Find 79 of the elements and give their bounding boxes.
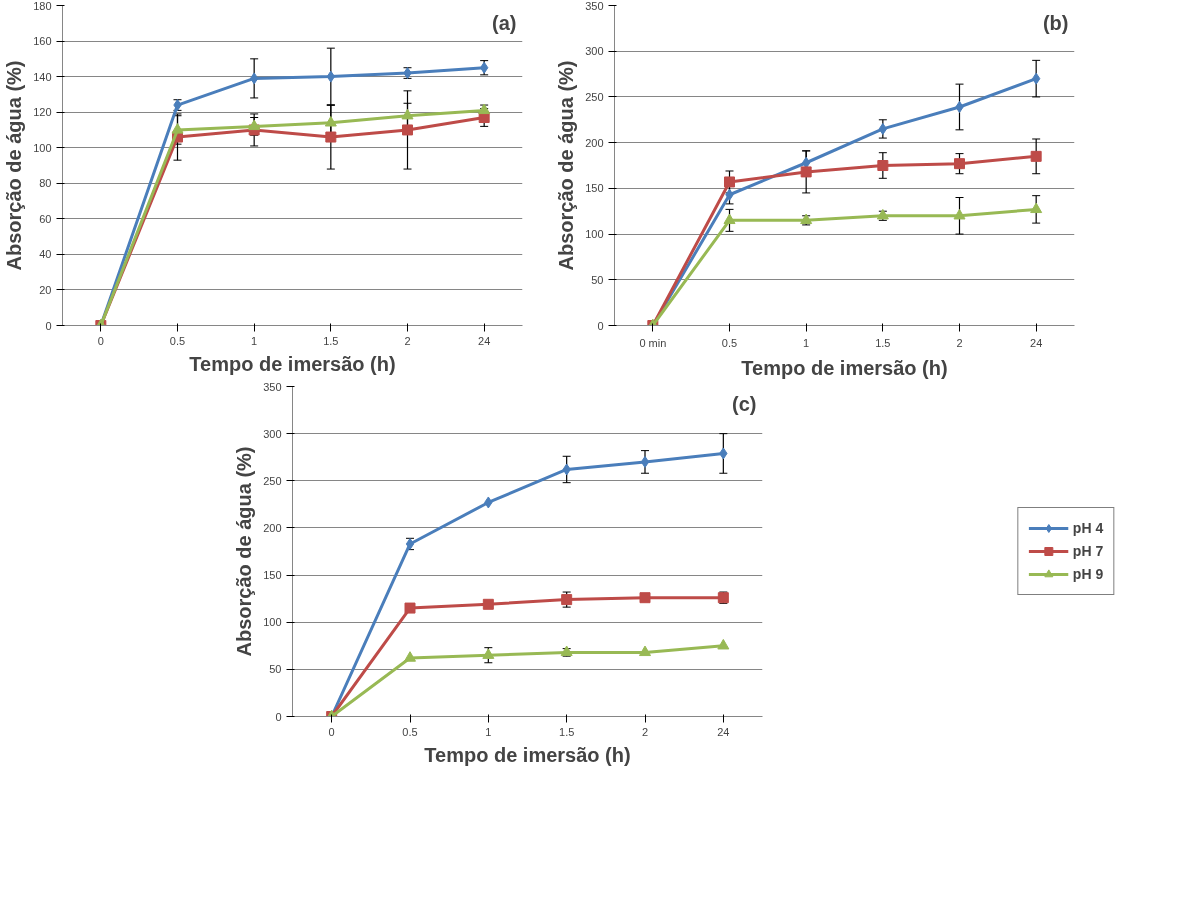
point	[404, 651, 416, 662]
y-axis-title: Absorção de água (%)	[555, 60, 578, 271]
point	[248, 119, 261, 131]
x-axis-title: Tempo de imersão (h)	[741, 356, 948, 379]
point	[401, 108, 414, 120]
x-tick-label: 24	[478, 334, 491, 347]
y-tick-label: 0	[45, 319, 52, 332]
point	[482, 648, 495, 659]
y-tick-label: 180	[33, 0, 52, 12]
x-tick-label: 0.5	[721, 336, 738, 349]
point	[724, 176, 735, 188]
x-tick-label: 24	[717, 725, 730, 738]
y-tick-label: 250	[263, 474, 282, 487]
y-tick-label: 80	[39, 177, 52, 190]
y-tick-label: 300	[263, 427, 282, 440]
point	[877, 160, 889, 171]
y-tick-label: 50	[269, 663, 282, 676]
y-tick-label: 200	[585, 136, 604, 149]
point	[800, 166, 812, 178]
point	[478, 103, 491, 115]
y-tick-label: 100	[263, 616, 282, 629]
annotation: (a)	[492, 11, 517, 34]
point	[171, 123, 184, 134]
y-tick-label: 100	[33, 141, 52, 154]
y-tick-label: 160	[33, 35, 52, 48]
y-tick-label: 40	[39, 248, 52, 261]
point	[953, 208, 966, 220]
x-tick-label: 2	[404, 334, 411, 347]
y-tick-label: 20	[39, 283, 52, 296]
y-tick-label: 100	[585, 228, 604, 241]
point	[1030, 150, 1042, 162]
y-tick-label: 150	[585, 182, 604, 195]
y-tick-label: 140	[33, 70, 52, 83]
x-axis-title: Tempo de imersão (h)	[189, 352, 396, 375]
x-tick-label: 0	[97, 334, 104, 347]
y-tick-label: 0	[597, 319, 604, 332]
point	[404, 602, 416, 614]
x-tick-label: 24	[1030, 336, 1043, 349]
x-tick-label: 1	[485, 725, 492, 738]
point	[639, 592, 651, 604]
point	[640, 455, 650, 468]
x-axis-title: Tempo de imersão (h)	[424, 743, 631, 766]
point	[954, 158, 965, 170]
x-tick-label: 0 min	[639, 336, 667, 349]
x-tick-label: 1.5	[875, 336, 891, 349]
y-tick-label: 300	[585, 45, 604, 58]
x-tick-label: 0.5	[402, 725, 418, 738]
y-tick-label: 150	[263, 569, 282, 582]
annotation: (c)	[732, 392, 757, 415]
y-tick-label: 60	[39, 212, 52, 225]
y-tick-label: 350	[585, 0, 604, 12]
x-tick-label: 1.5	[559, 725, 575, 738]
point	[482, 598, 494, 610]
point	[723, 213, 736, 225]
point	[402, 124, 413, 136]
point	[639, 645, 651, 657]
x-tick-label: 0.5	[169, 334, 186, 347]
y-tick-label: 250	[585, 90, 604, 103]
legend-label: pH 9	[1072, 566, 1104, 582]
x-tick-label: 2	[956, 336, 963, 349]
y-tick-label: 120	[33, 106, 52, 119]
x-tick-label: 1	[251, 334, 258, 347]
point	[1030, 202, 1043, 214]
y-axis-title: Absorção de água (%)	[233, 446, 256, 657]
y-tick-label: 350	[263, 380, 282, 393]
x-tick-label: 0	[328, 725, 335, 738]
point	[324, 115, 337, 127]
point	[325, 131, 337, 143]
y-tick-label: 0	[275, 710, 282, 723]
x-tick-label: 1	[803, 336, 810, 349]
x-tick-label: 1.5	[323, 334, 339, 347]
y-axis-title: Absorção de água (%)	[3, 60, 26, 271]
x-tick-label: 2	[641, 725, 649, 738]
legend-label: pH 7	[1072, 543, 1104, 559]
y-tick-label: 50	[591, 273, 604, 286]
annotation: (b)	[1042, 11, 1069, 34]
legend-label: pH 4	[1072, 520, 1104, 536]
point	[717, 638, 730, 650]
y-tick-label: 200	[263, 521, 282, 534]
